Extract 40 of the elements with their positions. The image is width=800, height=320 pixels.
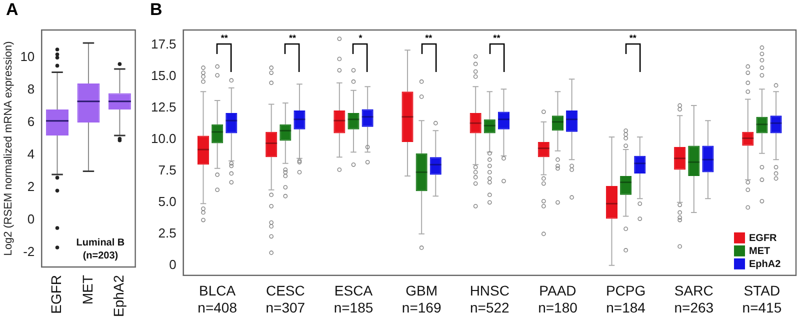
x-tick-label: SARC n=263: [674, 282, 714, 316]
y-tick-label: 10.0: [150, 131, 176, 146]
x-tick-label: MET: [79, 274, 96, 305]
y-tick-label: 7.5: [158, 162, 176, 178]
x-tick-label: PCPG n=184: [606, 282, 646, 316]
x-tick-label: EGFR: [48, 274, 64, 314]
annotation: **: [425, 32, 433, 43]
y-tick-label: 6: [27, 114, 35, 130]
annotation: **: [220, 32, 228, 43]
x-tick-label: HNSC n=522: [470, 282, 510, 316]
y-tick-label: 2.5: [158, 225, 176, 240]
y-tick-label: 17.5: [150, 36, 176, 52]
x-tick-label: ESCA n=185: [334, 282, 374, 316]
x-tick-label: STAD n=415: [742, 282, 782, 316]
annotation: **: [493, 32, 501, 43]
x-tick-label: GBM n=169: [402, 282, 442, 316]
y-tick-label: 2: [27, 179, 35, 194]
legend-label: EGFR: [749, 233, 778, 244]
chart-title: A: [6, 0, 18, 20]
x-tick-label: PAAD n=180: [538, 282, 578, 316]
x-tick-label: EphA2: [110, 274, 127, 318]
x-tick-label: BLCA n=408: [198, 282, 238, 316]
y-tick-label: 0: [27, 211, 35, 226]
y-tick-label: -2: [23, 244, 35, 259]
y-tick-label: 8: [27, 82, 35, 97]
y-tick-label: 12.5: [150, 100, 176, 115]
annotation: Luminal B (n=203): [76, 238, 125, 262]
y-tick-label: 4: [27, 146, 35, 162]
annotation: **: [629, 32, 637, 43]
y-tick-label: 0: [169, 256, 176, 272]
annotation: **: [288, 32, 296, 43]
y-tick-label: 5.0: [158, 194, 176, 209]
y-tick-label: 10: [20, 49, 35, 64]
annotation: *: [358, 32, 363, 43]
legend-label: EphA2: [749, 259, 782, 270]
chart-title: B: [150, 0, 162, 20]
y-tick-label: 15.0: [150, 68, 176, 84]
x-tick-label: CESC n=307: [266, 282, 306, 316]
y-axis-title: Log2 (RSEM normalized mRNA expression): [2, 41, 15, 256]
legend-label: MET: [749, 246, 770, 258]
